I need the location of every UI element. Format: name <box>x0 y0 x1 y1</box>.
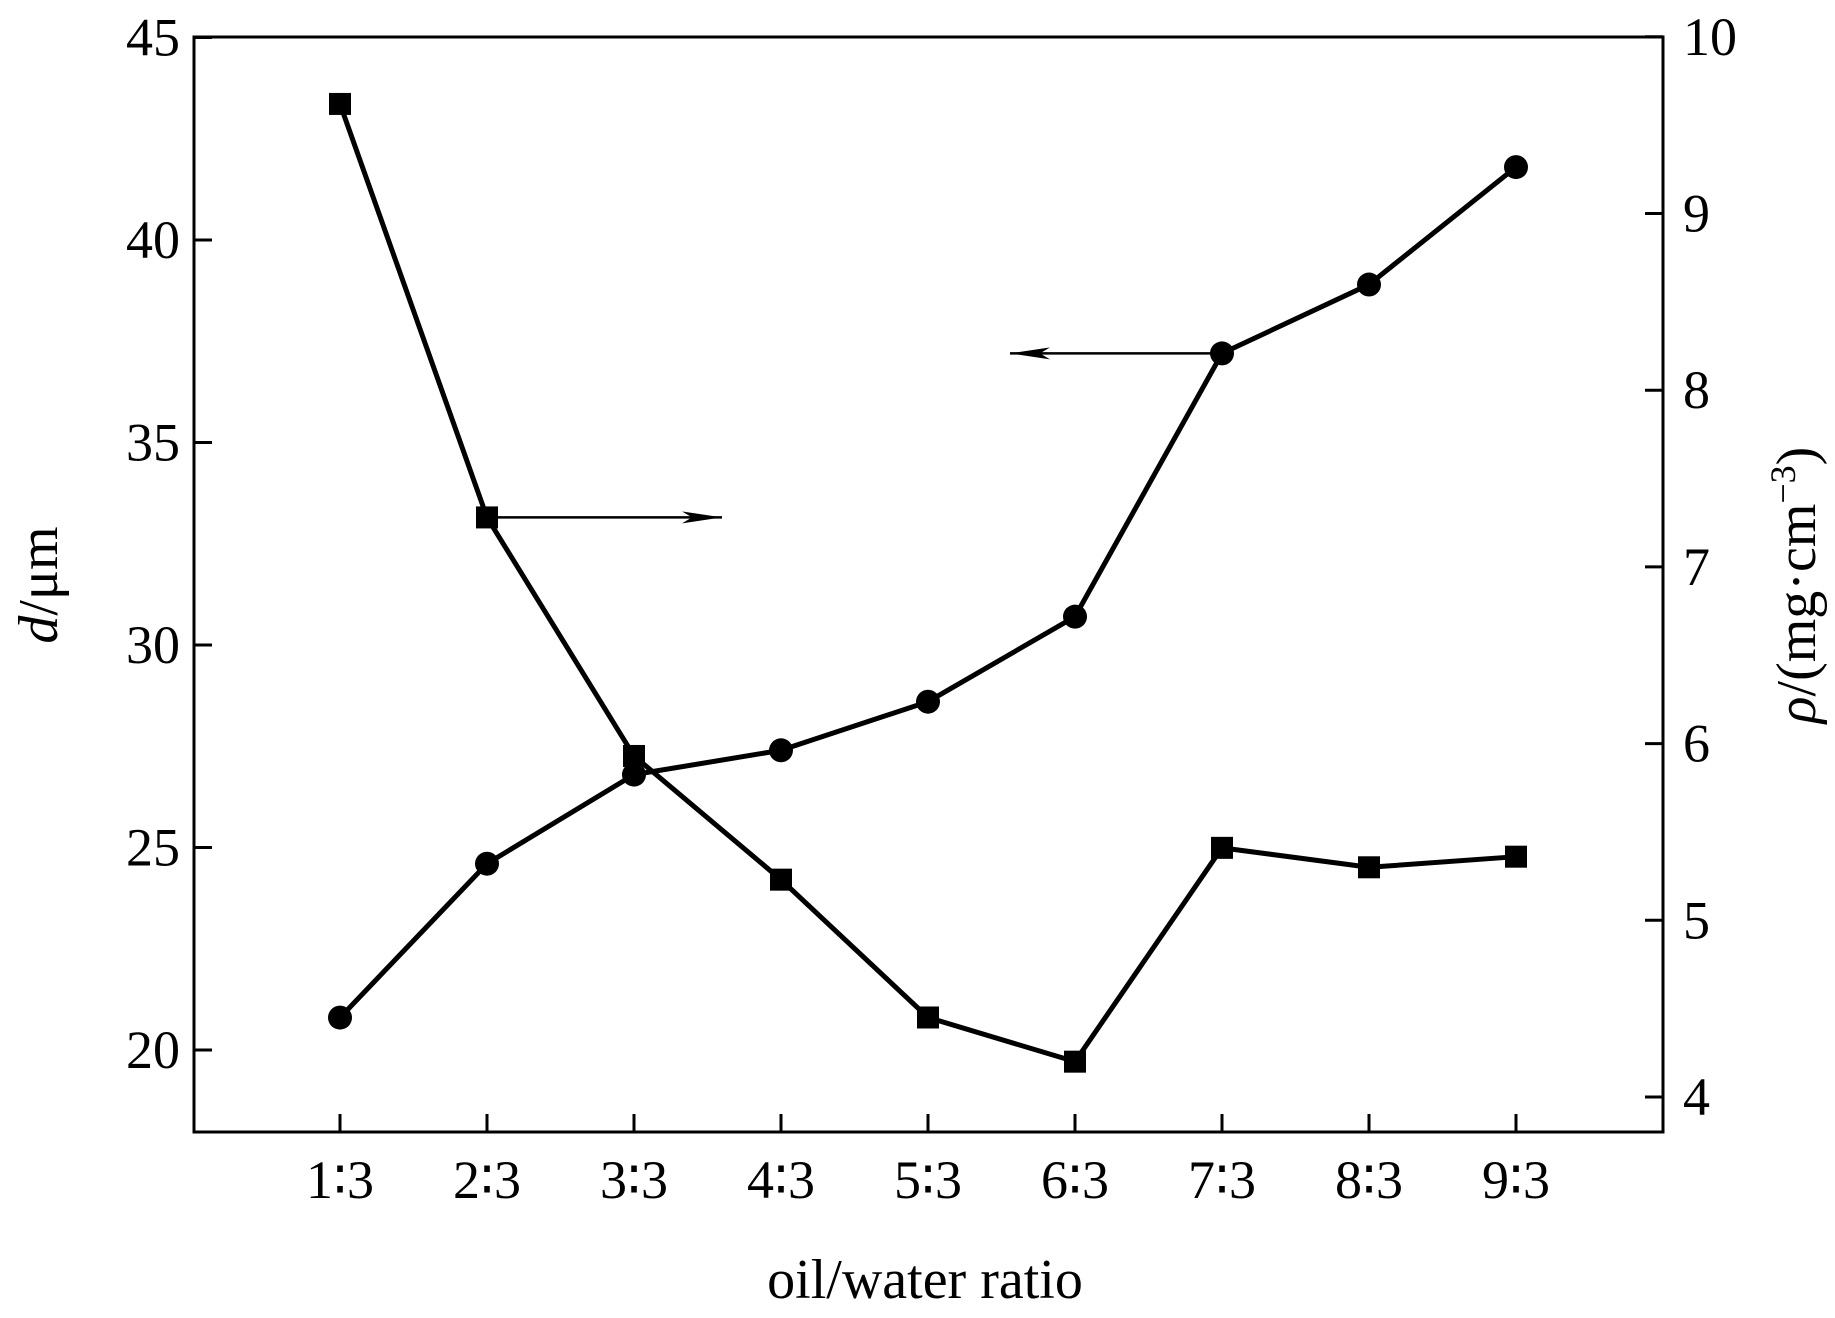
right-tick-label: 7 <box>1683 537 1710 597</box>
right-tick-label: 5 <box>1683 890 1710 950</box>
x-tick-label: 6∶3 <box>1041 1150 1109 1210</box>
svg-text:d/μm: d/μm <box>8 526 70 643</box>
data-point-d <box>328 1005 352 1030</box>
right-tick-label: 10 <box>1683 7 1737 67</box>
data-point-d <box>769 738 793 763</box>
x-tick-label: 1∶3 <box>306 1150 374 1210</box>
data-point-rho <box>917 1006 939 1029</box>
series-line-rho <box>337 103 1517 1065</box>
right-axis: 4 5 6 7 8 9 10 <box>1645 7 1737 1127</box>
left-axis-unit: /μm <box>8 526 70 615</box>
x-tick-label: 9∶3 <box>1482 1150 1550 1210</box>
svg-text:ρ/(mg·cm−3): ρ/(mg·cm−3) <box>1763 447 1828 726</box>
left-axis-symbol: d <box>8 615 70 644</box>
data-point-rho <box>329 92 351 115</box>
left-tick-label: 30 <box>126 615 180 675</box>
data-point-rho <box>1505 845 1527 868</box>
right-axis-superscript: −3 <box>1763 465 1803 503</box>
x-tick-label: 2∶3 <box>453 1150 521 1210</box>
data-point-d <box>1504 155 1528 180</box>
data-point-rho <box>1358 856 1380 879</box>
x-tick-label: 7∶3 <box>1188 1150 1256 1210</box>
data-point-d <box>475 851 499 876</box>
right-tick-label: 9 <box>1683 184 1710 244</box>
data-point-d <box>916 689 940 714</box>
data-point-rho <box>1211 836 1233 859</box>
left-tick-label: 40 <box>126 210 180 270</box>
right-axis-title: ρ/(mg·cm−3) <box>1763 447 1828 726</box>
left-tick-label: 45 <box>126 8 180 68</box>
data-point-d <box>622 762 646 787</box>
data-point-rho <box>623 744 645 767</box>
plot-frame <box>192 35 1665 1134</box>
right-axis-close-paren: ) <box>1766 447 1828 466</box>
right-axis-symbol: ρ <box>1766 696 1828 725</box>
left-tick-label: 35 <box>126 413 180 473</box>
left-axis-title: d/μm <box>8 526 70 643</box>
left-tick-label: 20 <box>126 1020 180 1080</box>
x-tick-label: 5∶3 <box>894 1150 962 1210</box>
data-point-d <box>1063 604 1087 629</box>
x-axis: 1∶3 2∶3 3∶3 4∶3 5∶3 6∶3 7∶3 8∶3 9∶3 <box>306 1114 1550 1210</box>
x-tick-label: 3∶3 <box>600 1150 668 1210</box>
data-point-rho <box>1064 1050 1086 1073</box>
left-tick-label: 25 <box>126 818 180 878</box>
x-axis-title: oil/water ratio <box>767 1249 1083 1311</box>
data-point-d <box>1357 272 1381 297</box>
annotations <box>487 347 1222 524</box>
right-axis-unit: /(mg·cm <box>1766 504 1828 697</box>
data-point-rho <box>770 868 792 891</box>
series-layer <box>328 92 1528 1073</box>
right-tick-label: 8 <box>1683 360 1710 420</box>
x-tick-label: 4∶3 <box>747 1150 815 1210</box>
series-line-d <box>338 165 1518 1020</box>
x-tick-label: 8∶3 <box>1335 1150 1403 1210</box>
left-axis: 20 25 30 35 40 45 <box>126 8 212 1080</box>
right-tick-label: 6 <box>1683 714 1710 774</box>
right-tick-label: 4 <box>1683 1067 1710 1127</box>
